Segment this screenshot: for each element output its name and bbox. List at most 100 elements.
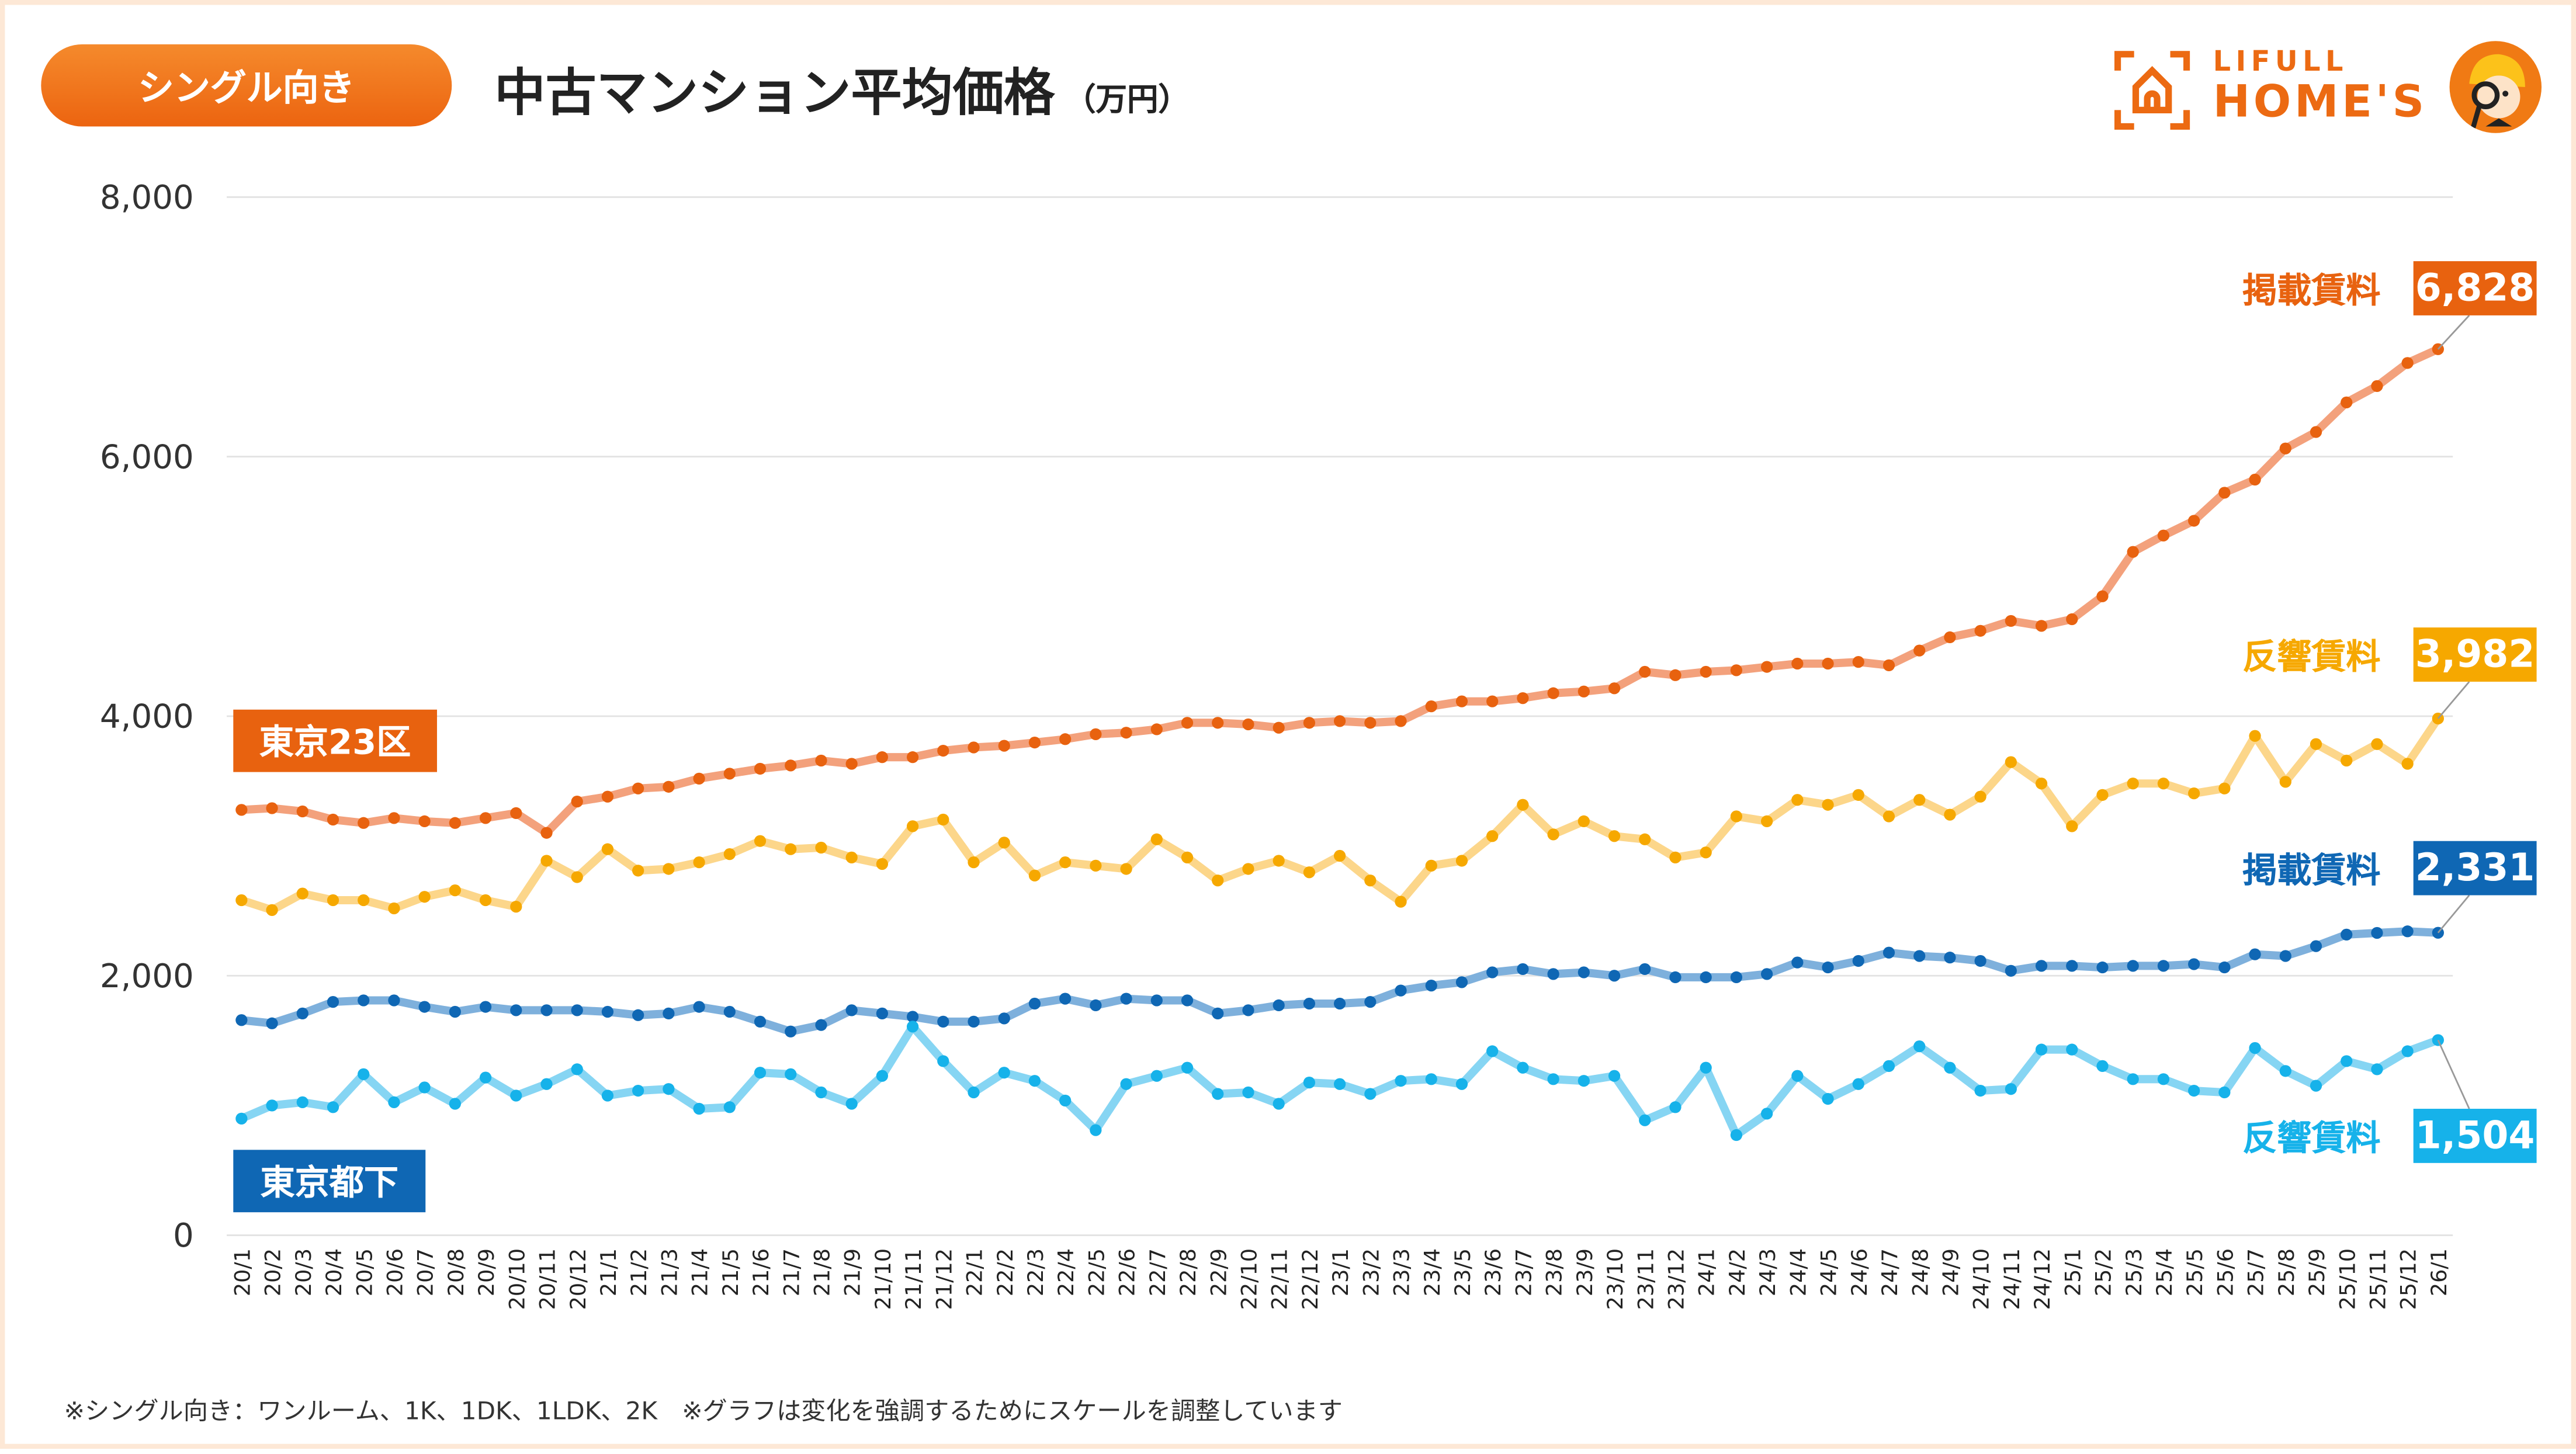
x-tick-label: 20/5 — [352, 1248, 377, 1296]
data-point — [235, 1112, 248, 1125]
data-point — [449, 1098, 461, 1110]
data-point — [968, 1015, 980, 1028]
data-point — [906, 1021, 919, 1033]
data-point — [968, 1086, 980, 1099]
data-point — [479, 1001, 492, 1013]
lifull-homes-logo: LIFULL HOME'S — [2114, 41, 2542, 140]
data-point — [1486, 1045, 1499, 1057]
data-point — [1608, 1070, 1621, 1082]
data-point — [2096, 590, 2109, 602]
leader-line — [2437, 314, 2470, 350]
data-point — [785, 843, 797, 855]
data-point — [1852, 789, 1864, 801]
data-point — [906, 820, 919, 832]
data-point — [1150, 833, 1163, 845]
x-tick-label: 24/11 — [1999, 1248, 2024, 1310]
data-point — [785, 759, 797, 772]
data-point — [1425, 700, 1437, 713]
x-tick-label: 21/12 — [931, 1248, 956, 1310]
data-point — [845, 1004, 858, 1016]
data-point — [1944, 952, 1956, 964]
data-point — [449, 1005, 461, 1018]
data-point — [388, 812, 400, 824]
data-point — [1608, 830, 1621, 842]
x-tick-label: 20/3 — [291, 1248, 316, 1296]
mascot-icon — [2449, 41, 2542, 133]
data-point — [235, 1014, 248, 1026]
data-point — [1090, 999, 1102, 1012]
data-point — [358, 894, 370, 907]
data-point — [1669, 851, 1681, 864]
x-tick-label: 22/3 — [1023, 1248, 1048, 1296]
data-point — [1791, 657, 1804, 670]
x-tick-label: 22/4 — [1053, 1248, 1079, 1296]
x-tick-label: 24/1 — [1694, 1248, 1719, 1296]
x-tick-label: 25/6 — [2213, 1248, 2238, 1296]
x-tick-label: 23/7 — [1511, 1248, 1536, 1296]
x-tick-label: 20/6 — [382, 1248, 407, 1296]
data-point — [1242, 863, 1254, 875]
data-point — [998, 1012, 1010, 1025]
x-tick-label: 21/2 — [626, 1248, 651, 1296]
data-point — [2371, 738, 2383, 750]
x-tick-label: 23/5 — [1450, 1248, 1475, 1296]
x-tick-label: 21/6 — [748, 1248, 774, 1296]
data-point — [2035, 1043, 2048, 1056]
data-point — [2310, 940, 2322, 952]
x-tick-label: 25/8 — [2274, 1248, 2299, 1296]
data-point — [1303, 866, 1316, 879]
data-point — [876, 751, 888, 764]
data-point — [2005, 964, 2017, 977]
data-point — [1547, 687, 1559, 699]
data-point — [2279, 950, 2291, 962]
x-tick-label: 23/2 — [1358, 1248, 1384, 1296]
data-point — [723, 1101, 736, 1113]
data-point — [723, 1005, 736, 1018]
data-point — [785, 1068, 797, 1080]
data-point — [1822, 799, 1834, 811]
data-point — [1090, 1124, 1102, 1136]
data-point — [632, 1009, 644, 1021]
data-point — [1639, 833, 1651, 845]
data-point — [1822, 961, 1834, 974]
data-point — [937, 1055, 949, 1067]
data-point — [2188, 958, 2200, 970]
x-tick-label: 21/8 — [810, 1248, 835, 1296]
data-point — [1303, 1076, 1316, 1089]
data-point — [1059, 856, 1072, 869]
data-point — [388, 994, 400, 1007]
data-point — [693, 1001, 705, 1013]
data-point — [2249, 473, 2261, 486]
data-point — [1730, 664, 1743, 676]
data-point — [479, 894, 492, 907]
data-point — [358, 1068, 370, 1080]
data-point — [1486, 830, 1499, 842]
data-point — [1333, 715, 1346, 727]
data-point — [1547, 968, 1559, 980]
data-point — [571, 1063, 583, 1075]
category-badge: シングル向き — [41, 44, 452, 127]
data-point — [1852, 955, 1864, 967]
data-point — [1273, 999, 1285, 1012]
x-tick-label: 25/12 — [2396, 1248, 2421, 1310]
x-tick-label: 24/8 — [1908, 1248, 1933, 1296]
data-point — [1486, 695, 1499, 707]
data-point — [1517, 692, 1529, 705]
data-point — [1882, 946, 1895, 959]
data-point — [1273, 721, 1285, 734]
x-tick-label: 24/12 — [2030, 1248, 2055, 1310]
leader-line — [2437, 894, 2470, 934]
data-point — [2035, 960, 2048, 972]
data-point — [2005, 756, 2017, 768]
data-point — [1364, 875, 1377, 887]
data-point — [1669, 669, 1681, 681]
data-point — [632, 782, 644, 794]
data-point — [1760, 815, 1773, 828]
data-point — [937, 1015, 949, 1028]
data-point — [1395, 984, 1407, 997]
data-point — [540, 1004, 553, 1016]
data-point — [2096, 961, 2109, 974]
logo-homes: HOME'S — [2213, 77, 2428, 129]
data-point — [1090, 859, 1102, 872]
